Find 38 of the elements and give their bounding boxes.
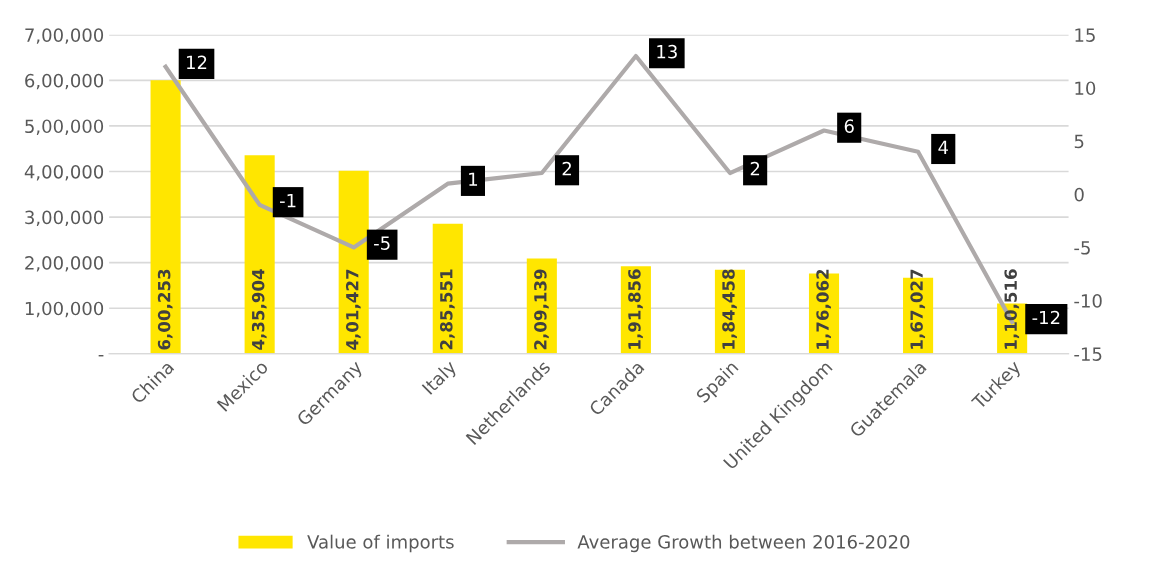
data-label: 1 [469,172,478,186]
data-label: 1,84,458 [722,269,737,349]
data-label: 2 [562,161,571,176]
y2-tick-label: 0 [1074,187,1084,202]
y2-tick-label: -15 [1074,347,1102,361]
data-label: -12 [1032,310,1060,325]
data-label: 4,01,427 [345,269,361,350]
y2-tick-label: -10 [1074,294,1102,308]
data-label: 12 [187,55,207,69]
y2-tick-label: -5 [1074,241,1090,255]
y-tick-label: 1,00,000 [25,301,104,318]
y2-tick-label: 5 [1074,134,1084,149]
legend-label: Value of imports [307,534,454,553]
data-label: 2,09,139 [534,269,549,350]
y-tick-label: 5,00,000 [25,119,104,135]
data-label: 1,91,856 [628,269,643,349]
data-label: 2,85,551 [440,269,455,350]
data-label: 13 [657,44,677,59]
y2-tick-label: 15 [1075,28,1095,42]
data-label: -1 [279,193,296,208]
y-tick-label: 6,00,000 [25,73,104,90]
data-label: 4 [938,140,948,154]
data-label: 4,35,904 [251,269,267,350]
bar [150,80,181,354]
legend-label: Average Growth between 2016-2020 [577,534,910,553]
y-tick-label: 4,00,000 [24,164,104,181]
y-tick-label: 2,00,000 [25,256,104,272]
y-tick-label: 7,00,000 [25,28,104,44]
y-tick-label: - [98,354,104,357]
data-label: 1,76,062 [816,269,831,349]
data-label: 1,10,516 [1004,269,1020,349]
data-label: 1,67,027 [910,269,926,349]
data-label: -5 [374,236,390,250]
y-tick-label: 3,00,000 [25,210,104,227]
data-label: 2 [750,161,760,176]
data-label: 6,00,253 [157,269,173,350]
data-label: 6 [844,119,854,133]
y2-tick-label: 10 [1075,81,1096,96]
